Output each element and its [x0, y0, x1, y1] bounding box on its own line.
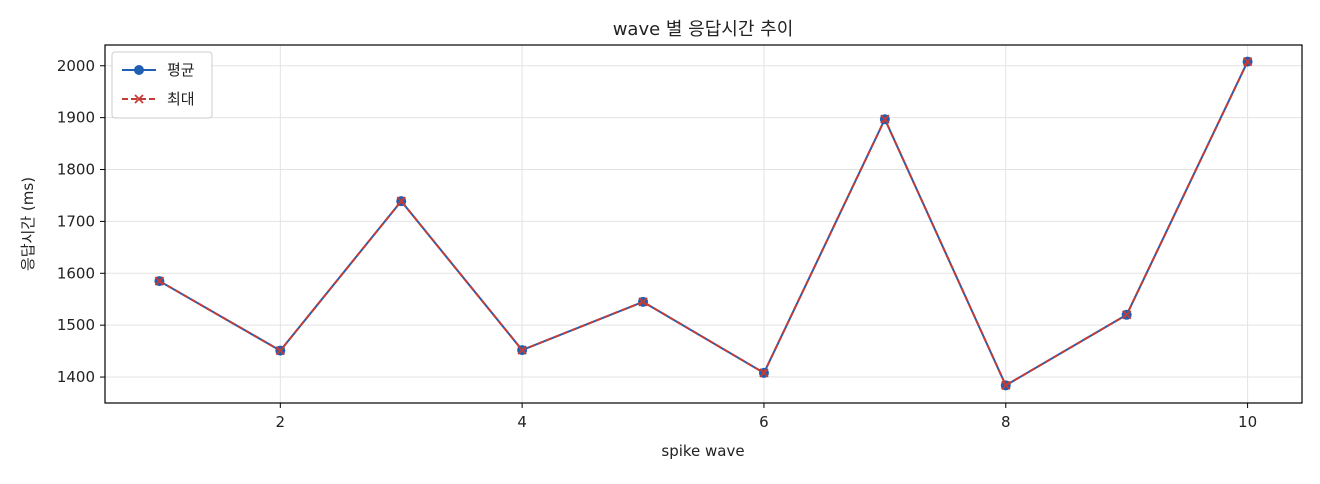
y-tick-label: 1900 — [57, 109, 95, 127]
y-tick-label: 2000 — [57, 57, 95, 75]
legend-label: 최대 — [167, 90, 195, 108]
legend-swatch-marker — [134, 94, 144, 104]
y-tick-label: 1600 — [57, 264, 95, 282]
plot-frame — [104, 44, 1303, 404]
y-tick-label: 1700 — [57, 212, 95, 230]
grid — [105, 45, 1302, 403]
chart-title: wave 별 응답시간 추이 — [613, 19, 794, 40]
x-tick-label: 8 — [1001, 413, 1011, 431]
series-1 — [154, 56, 1253, 391]
data-point — [517, 345, 527, 355]
data-point-stroke-b — [396, 196, 406, 206]
data-point — [154, 276, 165, 286]
data-point-stroke-b — [638, 297, 648, 307]
data-point — [880, 114, 890, 124]
legend-item-1: 평균 — [122, 61, 195, 79]
data-point-stroke-b — [275, 345, 285, 356]
x-tick-label: 6 — [759, 413, 769, 431]
data-point — [1001, 380, 1011, 390]
x-tick-label: 10 — [1238, 413, 1257, 431]
series-group — [154, 56, 1253, 391]
data-point-stroke-b — [1001, 380, 1011, 390]
legend-swatch-marker-stroke-b — [134, 94, 144, 104]
legend-swatch-marker — [134, 65, 144, 75]
data-point — [759, 368, 769, 378]
y-tick-label: 1400 — [57, 368, 95, 386]
data-point-stroke-b — [880, 114, 890, 124]
data-point — [1122, 310, 1132, 320]
data-point-stroke-b — [1122, 310, 1132, 320]
x-axis-title: spike wave — [661, 442, 744, 460]
axis-ticks: 2 4 6 8 10 1400 1500 1600 1700 1800 1900 2000 — [57, 57, 1257, 431]
y-tick-label: 1500 — [57, 316, 95, 334]
legend-label: 평균 — [167, 61, 195, 79]
data-point — [1242, 56, 1253, 67]
y-tick-label: 1800 — [57, 161, 95, 179]
data-point — [275, 345, 285, 356]
legend-item-2: 최대 — [122, 90, 195, 108]
data-point-stroke-b — [154, 276, 165, 286]
legend-box — [111, 51, 213, 119]
data-point-stroke-b — [517, 345, 527, 355]
data-point-stroke-b — [1242, 56, 1253, 67]
data-point — [396, 196, 406, 206]
y-axis-title: 응답시간 (ms) — [19, 177, 37, 271]
x-tick-label: 4 — [517, 413, 527, 431]
x-tick-label: 2 — [276, 413, 286, 431]
series-line-2 — [158, 61, 1249, 387]
series-2 — [154, 56, 1253, 390]
data-point-stroke-b — [759, 368, 769, 378]
data-point — [638, 297, 648, 307]
